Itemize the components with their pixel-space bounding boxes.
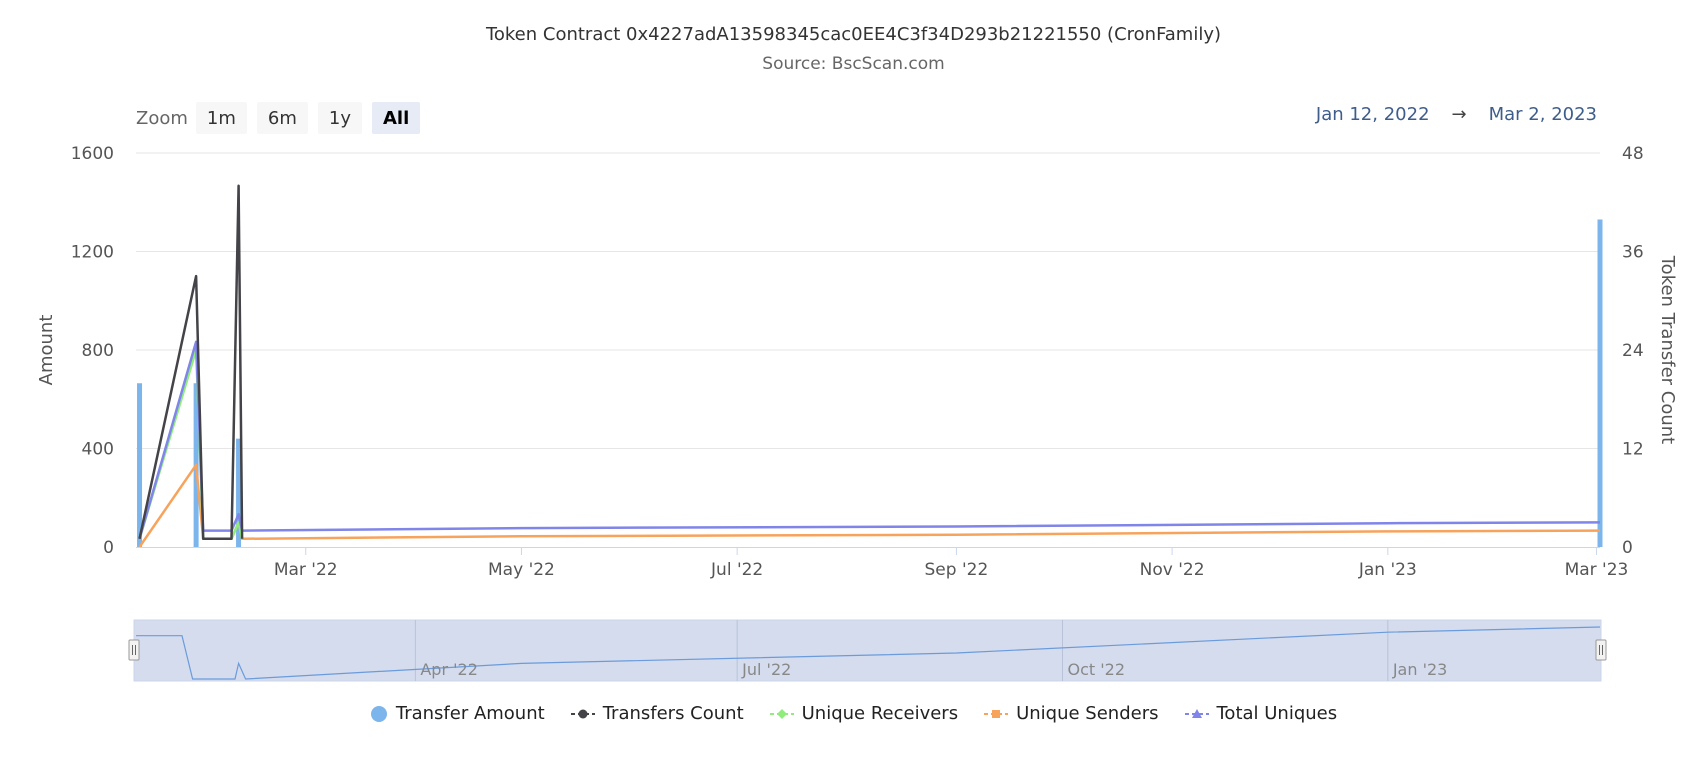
grid-lines [136, 152, 1600, 449]
navigator-right-handle[interactable] [1595, 639, 1607, 661]
y-left-tick-label: 0 [103, 538, 114, 558]
y-left-tick-label: 800 [82, 341, 114, 361]
legend-item-transfer-amount[interactable]: Transfer Amount [370, 703, 545, 724]
y-axis-left-title: Amount [36, 315, 57, 386]
line-circle-marker-icon [570, 709, 595, 718]
legend-item-unique-receivers[interactable]: Unique Receivers [769, 703, 959, 724]
legend-label: Transfers Count [602, 703, 744, 724]
zoom-all-button[interactable]: All [372, 102, 421, 134]
x-tick-label: Nov '22 [1140, 560, 1205, 580]
transfer-amount-columns [137, 219, 1603, 548]
line-triangle-marker-icon [1184, 708, 1209, 718]
chart-subtitle: Source: BscScan.com [762, 54, 945, 74]
legend: Transfer Amount Transfers Count Unique R… [0, 703, 1707, 724]
legend-label: Unique Receivers [801, 703, 959, 724]
navigator-series-line [136, 626, 1601, 680]
axes [136, 547, 1600, 555]
legend-label: Unique Senders [1016, 703, 1159, 724]
y-right-tick-label: 36 [1622, 243, 1644, 263]
range-arrow: → [1451, 104, 1467, 125]
y-right-tick-label: 48 [1622, 144, 1644, 164]
y-right-tick-label: 0 [1622, 538, 1633, 558]
transfer-amount-bar [236, 438, 242, 547]
circle-marker-icon [370, 705, 387, 722]
transfer-amount-bar [137, 383, 143, 547]
navigator-selection[interactable] [133, 619, 1602, 682]
range-to-date[interactable]: Mar 2, 2023 [1488, 104, 1597, 125]
zoom-1y-button[interactable]: 1y [317, 102, 362, 134]
navigator-labels: Apr '22 Jul '22 Oct '22 Jan '23 [420, 660, 1447, 679]
transfers-count-line [138, 184, 244, 541]
zoom-1m-button[interactable]: 1m [195, 102, 247, 134]
legend-label: Transfer Amount [395, 703, 545, 724]
date-range-display: Jan 12, 2022 → Mar 2, 2023 [1316, 104, 1597, 125]
unique-receivers-line [138, 348, 244, 541]
navigator-label: Jul '22 [741, 660, 791, 679]
legend-item-total-uniques[interactable]: Total Uniques [1184, 703, 1338, 724]
line-diamond-marker-icon [769, 708, 794, 719]
navigator-label: Jan '23 [1392, 660, 1448, 679]
x-tick-label: Jul '22 [710, 560, 763, 580]
x-tick-label: Mar '22 [274, 560, 338, 580]
series-lines [138, 184, 1601, 548]
chart-title: Token Contract 0x4227adA13598345cac0EE4C… [485, 24, 1222, 45]
navigator-label: Oct '22 [1067, 660, 1125, 679]
y-axis-right-title: Token Transfer Count [1657, 255, 1678, 445]
navigator-grid [414, 620, 1389, 681]
navigator-label: Apr '22 [420, 660, 478, 679]
zoom-label: Zoom [136, 107, 188, 129]
x-tick-label: Jan '23 [1358, 560, 1417, 580]
y-right-tick-label: 12 [1622, 440, 1644, 460]
range-from-date[interactable]: Jan 12, 2022 [1315, 104, 1430, 125]
y-left-tick-label: 1200 [71, 243, 114, 263]
y-left-tick-label: 400 [82, 440, 114, 460]
y-left-tick-label: 1600 [71, 144, 114, 164]
transfer-amount-bar [1597, 219, 1603, 548]
navigator[interactable]: Apr '22 Jul '22 Oct '22 Jan '23 [128, 619, 1607, 682]
total-uniques-line [138, 340, 1601, 540]
zoom-toolbar: Zoom 1m 6m 1y All [136, 101, 430, 135]
zoom-6m-button[interactable]: 6m [256, 102, 308, 134]
chart-canvas: 0 400 800 1200 1600 0 12 24 36 48 Mar '22 May '22 Ju… [36, 144, 1678, 682]
navigator-left-handle[interactable] [128, 639, 140, 661]
tick-labels: 0 400 800 1200 1600 0 12 24 36 48 Mar '22 May '22 Ju… [71, 144, 1644, 580]
x-tick-label: Sep '22 [925, 560, 989, 580]
unique-senders-line [138, 463, 1601, 548]
legend-item-unique-senders[interactable]: Unique Senders [984, 703, 1159, 724]
legend-item-transfers-count[interactable]: Transfers Count [570, 703, 744, 724]
y-right-tick-label: 24 [1622, 341, 1644, 361]
legend-label: Total Uniques [1216, 703, 1338, 724]
x-tick-label: Mar '23 [1565, 560, 1629, 580]
x-tick-label: May '22 [488, 560, 555, 580]
line-square-marker-icon [984, 709, 1009, 718]
